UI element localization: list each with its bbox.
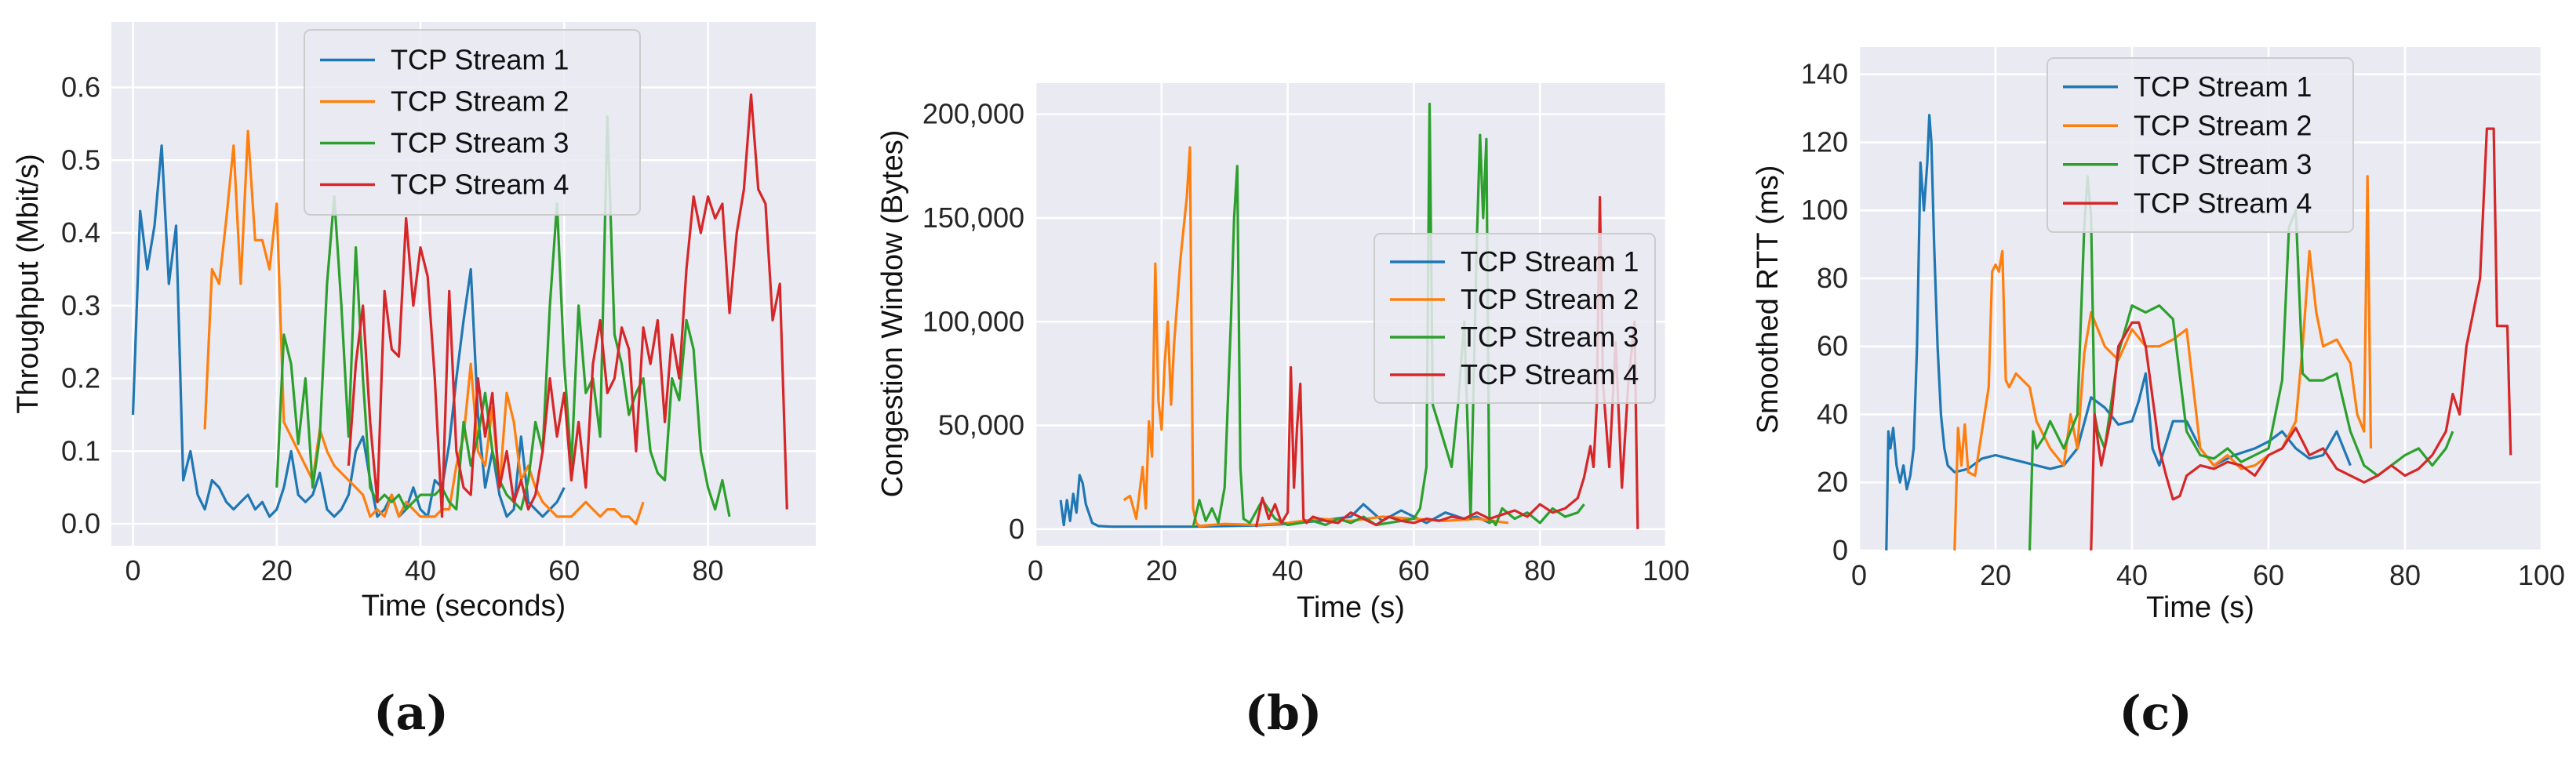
legend-label-stream-1: TCP Stream 1 [1461, 245, 1639, 278]
chart-b: 0 20 40 60 80 100 0 50,000 100,000 150,000 200,00… [876, 83, 1690, 741]
chart-b-xlabel: Time (s) [1297, 591, 1405, 624]
legend-label-stream-3: TCP Stream 3 [391, 127, 569, 159]
y-tick-label: 100 [1801, 194, 1848, 226]
x-tick-label: 80 [1524, 554, 1555, 586]
y-tick-label: 60 [1817, 330, 1848, 362]
legend-label-stream-2: TCP Stream 2 [2134, 109, 2312, 141]
chart-b-y-ticks: 0 50,000 100,000 150,000 200,000 [922, 98, 1024, 545]
y-tick-label: 0.3 [61, 289, 100, 321]
y-tick-label: 0.2 [61, 362, 100, 394]
y-tick-label: 20 [1817, 466, 1848, 498]
y-tick-label: 150,000 [922, 202, 1024, 234]
series-line-stream-3 [1192, 102, 1585, 528]
y-tick-label: 50,000 [938, 409, 1024, 441]
legend-label-stream-4: TCP Stream 4 [2134, 187, 2312, 219]
legend-label-stream-1: TCP Stream 1 [2134, 71, 2312, 103]
chart-c-xlabel: Time (s) [2146, 591, 2254, 624]
x-tick-label: 0 [125, 554, 140, 586]
legend-label-stream-3: TCP Stream 3 [1461, 321, 1639, 353]
chart-a-legend: TCP Stream 1 TCP Stream 2 TCP Stream 3 TCP … [304, 29, 641, 216]
chart-a-y-ticks: 0.0 0.1 0.2 0.3 0.4 0.5 0.6 [61, 71, 100, 540]
chart-c-y-ticks: 0 20 40 60 80 100 120 140 [1801, 58, 1848, 566]
legend-box [304, 29, 641, 216]
y-tick-label: 0.5 [61, 143, 100, 176]
legend-label-stream-4: TCP Stream 4 [391, 169, 569, 201]
chart-a-x-ticks: 0 20 40 60 80 [125, 554, 723, 586]
series-line-stream-4 [347, 93, 788, 518]
y-tick-label: 0 [1009, 513, 1024, 545]
chart-a-ylabel: Throughput (Mbit/s) [12, 154, 45, 414]
x-tick-label: 60 [548, 554, 580, 586]
chart-c-series [1885, 114, 2512, 551]
series-line-stream-3 [2028, 175, 2454, 551]
chart-c-legend: TCP Stream 1 TCP Stream 2 TCP Stream 3 TCP … [2047, 57, 2354, 233]
legend-label-stream-2: TCP Stream 2 [391, 85, 569, 118]
chart-b-ylabel: Congestion Window (Bytes) [876, 130, 909, 498]
legend-box [1374, 233, 1656, 404]
series-line-stream-3 [275, 115, 731, 518]
legend-label-stream-2: TCP Stream 2 [1461, 283, 1639, 315]
x-tick-label: 60 [2253, 559, 2284, 591]
series-line-stream-2 [1953, 175, 2373, 551]
legend-box [2047, 57, 2354, 233]
y-tick-label: 40 [1817, 398, 1848, 430]
legend-label-stream-4: TCP Stream 4 [1461, 358, 1639, 390]
x-tick-label: 100 [1643, 554, 1690, 586]
chart-a: 0 20 40 60 80 0.0 0.1 0.2 0.3 0.4 0.5 0.6 Time (se… [12, 22, 816, 741]
x-tick-label: 20 [1980, 559, 2011, 591]
y-tick-label: 200,000 [922, 98, 1024, 130]
y-tick-label: 0.0 [61, 507, 100, 539]
legend-label-stream-3: TCP Stream 3 [2134, 148, 2312, 180]
x-tick-label: 20 [1146, 554, 1177, 586]
chart-b-legend: TCP Stream 1 TCP Stream 2 TCP Stream 3 TCP … [1374, 233, 1656, 404]
legend-label-stream-1: TCP Stream 1 [391, 44, 569, 76]
chart-a-xlabel: Time (seconds) [362, 590, 566, 623]
y-tick-label: 100,000 [922, 305, 1024, 337]
x-tick-label: 0 [1851, 559, 1867, 591]
x-tick-label: 20 [261, 554, 293, 586]
x-tick-label: 40 [1272, 554, 1304, 586]
chart-a-caption: (a) [373, 686, 449, 741]
y-tick-label: 0 [1832, 534, 1848, 566]
y-tick-label: 140 [1801, 58, 1848, 90]
y-tick-label: 120 [1801, 125, 1848, 158]
x-tick-label: 80 [693, 554, 724, 586]
series-line-stream-1 [1885, 114, 2352, 551]
x-tick-label: 60 [1398, 554, 1429, 586]
series-line-stream-4 [2090, 127, 2512, 551]
chart-c-ylabel: Smoothed RTT (ms) [1752, 165, 1785, 434]
x-tick-label: 40 [2116, 559, 2148, 591]
x-tick-label: 40 [405, 554, 436, 586]
x-tick-label: 0 [1028, 554, 1043, 586]
chart-c: 0 20 40 60 80 100 0 20 40 60 80 100 120 140 Time (s)… [1752, 47, 2565, 741]
y-tick-label: 0.4 [61, 216, 100, 249]
x-tick-label: 100 [2518, 559, 2565, 591]
y-tick-label: 0.6 [61, 71, 100, 104]
chart-b-x-ticks: 0 20 40 60 80 100 [1028, 554, 1690, 586]
y-tick-label: 80 [1817, 262, 1848, 294]
chart-a-series [131, 93, 788, 525]
chart-c-x-ticks: 0 20 40 60 80 100 [1851, 559, 2565, 591]
chart-c-caption: (c) [2119, 686, 2192, 741]
x-tick-label: 80 [2389, 559, 2421, 591]
y-tick-label: 0.1 [61, 434, 100, 467]
series-line-stream-2 [203, 129, 645, 525]
chart-b-caption: (b) [1245, 686, 1323, 741]
